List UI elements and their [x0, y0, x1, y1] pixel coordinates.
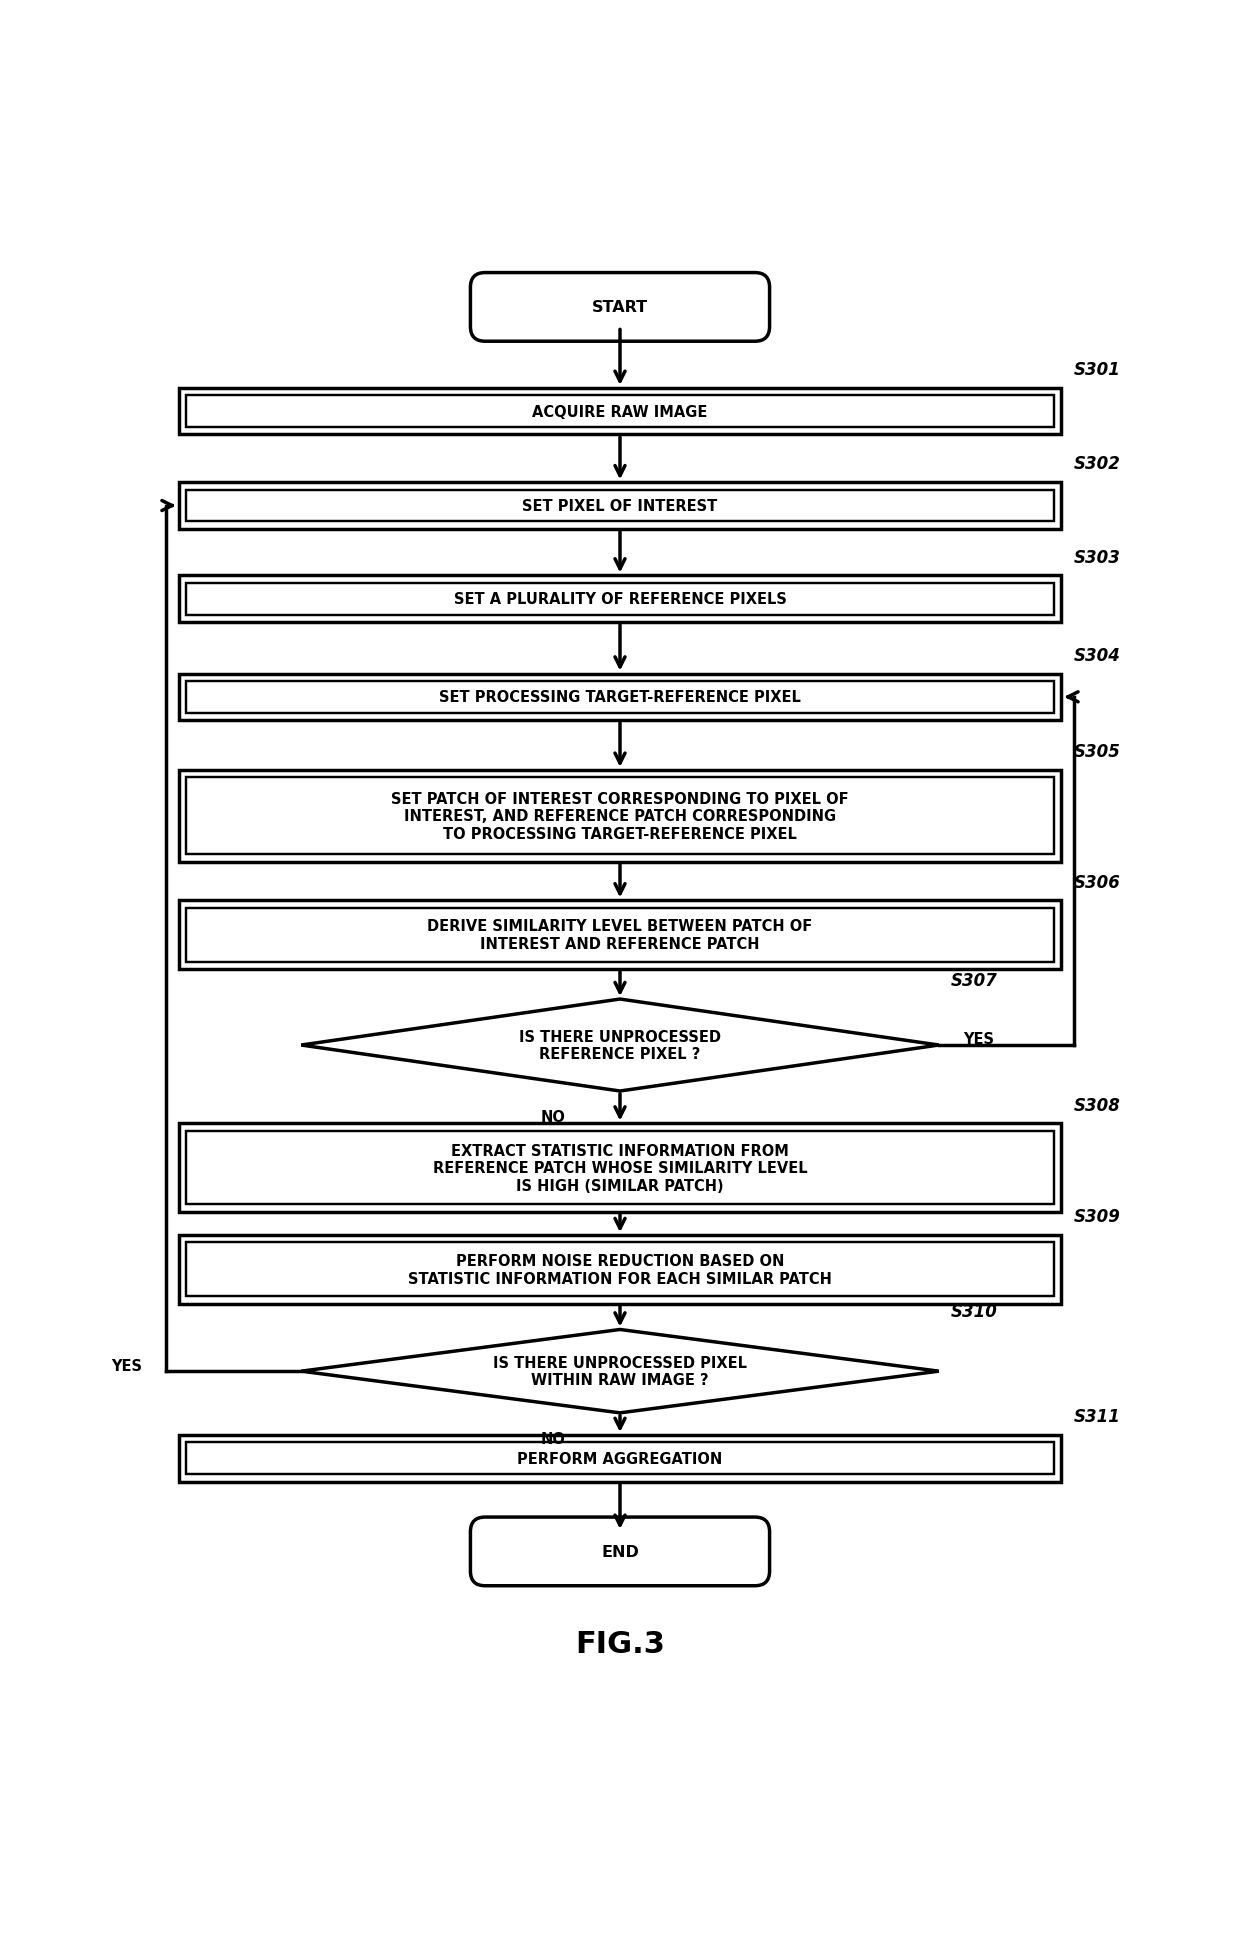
Text: SET PATCH OF INTEREST CORRESPONDING TO PIXEL OF
INTEREST, AND REFERENCE PATCH CO: SET PATCH OF INTEREST CORRESPONDING TO P… [391, 791, 849, 842]
Text: S311: S311 [1074, 1408, 1121, 1425]
Text: IS THERE UNPROCESSED
REFERENCE PIXEL ?: IS THERE UNPROCESSED REFERENCE PIXEL ? [520, 1030, 720, 1063]
Text: S303: S303 [1074, 549, 1121, 566]
Text: YES: YES [110, 1357, 141, 1373]
Bar [186, 778, 1054, 855]
Text: S305: S305 [1074, 743, 1121, 760]
Bar [186, 584, 1054, 615]
Bar [179, 675, 1061, 721]
Text: DERIVE SIMILARITY LEVEL BETWEEN PATCH OF
INTEREST AND REFERENCE PATCH: DERIVE SIMILARITY LEVEL BETWEEN PATCH OF… [428, 919, 812, 952]
Bar [179, 1125, 1061, 1212]
Text: PERFORM AGGREGATION: PERFORM AGGREGATION [517, 1450, 723, 1466]
Text: NO: NO [541, 1431, 565, 1446]
Bar [186, 681, 1054, 714]
Text: S307: S307 [951, 971, 998, 989]
Bar [186, 1130, 1054, 1204]
Text: PERFORM NOISE REDUCTION BASED ON
STATISTIC INFORMATION FOR EACH SIMILAR PATCH: PERFORM NOISE REDUCTION BASED ON STATIST… [408, 1253, 832, 1286]
Bar [186, 1443, 1054, 1474]
Text: S301: S301 [1074, 361, 1121, 378]
Bar [186, 1243, 1054, 1297]
Bar [179, 1435, 1061, 1481]
Bar [186, 491, 1054, 522]
Text: FIG.3: FIG.3 [575, 1629, 665, 1658]
Bar [179, 483, 1061, 529]
Text: NO: NO [541, 1109, 565, 1125]
Text: SET PIXEL OF INTEREST: SET PIXEL OF INTEREST [522, 498, 718, 514]
FancyBboxPatch shape [470, 1518, 770, 1586]
Text: SET A PLURALITY OF REFERENCE PIXELS: SET A PLURALITY OF REFERENCE PIXELS [454, 591, 786, 607]
Polygon shape [301, 999, 939, 1092]
Bar [179, 388, 1061, 434]
Polygon shape [301, 1330, 939, 1414]
Bar [179, 770, 1061, 863]
Text: S308: S308 [1074, 1096, 1121, 1115]
Text: S310: S310 [951, 1301, 998, 1320]
Text: EXTRACT STATISTIC INFORMATION FROM
REFERENCE PATCH WHOSE SIMILARITY LEVEL
IS HIG: EXTRACT STATISTIC INFORMATION FROM REFER… [433, 1144, 807, 1192]
Bar [179, 1235, 1061, 1305]
Text: IS THERE UNPROCESSED PIXEL
WITHIN RAW IMAGE ?: IS THERE UNPROCESSED PIXEL WITHIN RAW IM… [494, 1355, 746, 1388]
FancyBboxPatch shape [470, 273, 770, 341]
Bar [179, 902, 1061, 970]
Text: S302: S302 [1074, 456, 1121, 473]
Bar [179, 576, 1061, 622]
Text: YES: YES [963, 1032, 994, 1047]
Text: END: END [601, 1543, 639, 1559]
Text: S309: S309 [1074, 1208, 1121, 1225]
Text: S306: S306 [1074, 873, 1121, 892]
Bar [186, 396, 1054, 429]
Text: START: START [591, 301, 649, 316]
Text: S304: S304 [1074, 646, 1121, 665]
Text: SET PROCESSING TARGET-REFERENCE PIXEL: SET PROCESSING TARGET-REFERENCE PIXEL [439, 690, 801, 706]
Bar [186, 907, 1054, 962]
Text: ACQUIRE RAW IMAGE: ACQUIRE RAW IMAGE [532, 405, 708, 419]
